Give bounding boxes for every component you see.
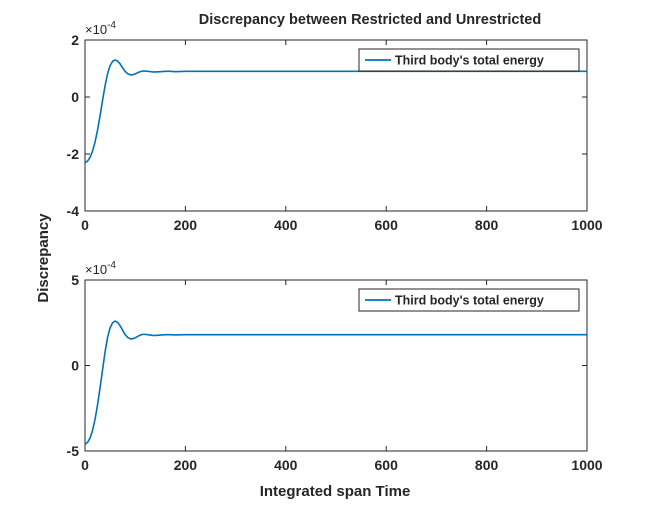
top-subplot: 0 200 400 600 800 1000 -4 -2 0 2 ×10-4 Third body's…	[67, 20, 603, 233]
x-tick-label: 0	[81, 457, 89, 473]
legend: Third body's total energy	[358, 48, 580, 72]
chart-title: Discrepancy between Restricted and Unres…	[199, 12, 541, 28]
x-tick-label: 0	[81, 217, 89, 233]
x-tick-label: 400	[274, 457, 298, 473]
x-tick-label: 1000	[571, 457, 602, 473]
x-tick-label: 400	[274, 217, 298, 233]
y-tick-label: 5	[71, 272, 79, 288]
x-tick-label: 600	[375, 457, 399, 473]
y-tick-label: -5	[67, 443, 80, 459]
legend-label: Third body's total energy	[395, 54, 544, 68]
legend: Third body's total energy	[358, 288, 580, 312]
x-tick-label: 1000	[571, 217, 602, 233]
y-tick-label: -4	[67, 203, 80, 219]
x-tick-label: 600	[375, 217, 399, 233]
y-tick-label: -2	[67, 146, 80, 162]
x-tick-label: 800	[475, 457, 499, 473]
y-exponent-label: ×10-4	[85, 20, 116, 37]
series-line	[84, 320, 587, 445]
x-axis-label: Integrated span Time	[260, 483, 411, 500]
y-tick-label: 2	[71, 32, 79, 48]
y-tick-label: 0	[71, 89, 79, 105]
legend-label: Third body's total energy	[395, 294, 544, 308]
legend-box	[358, 48, 580, 72]
y-exponent-label: ×10-4	[85, 260, 116, 277]
x-tick-label: 800	[475, 217, 499, 233]
x-tick-label: 200	[174, 457, 198, 473]
y-axis-label: Discrepancy	[35, 213, 52, 303]
legend-box	[358, 288, 580, 312]
x-tick-label: 200	[174, 217, 198, 233]
series-line	[84, 59, 587, 164]
y-tick-label: 0	[71, 358, 79, 374]
